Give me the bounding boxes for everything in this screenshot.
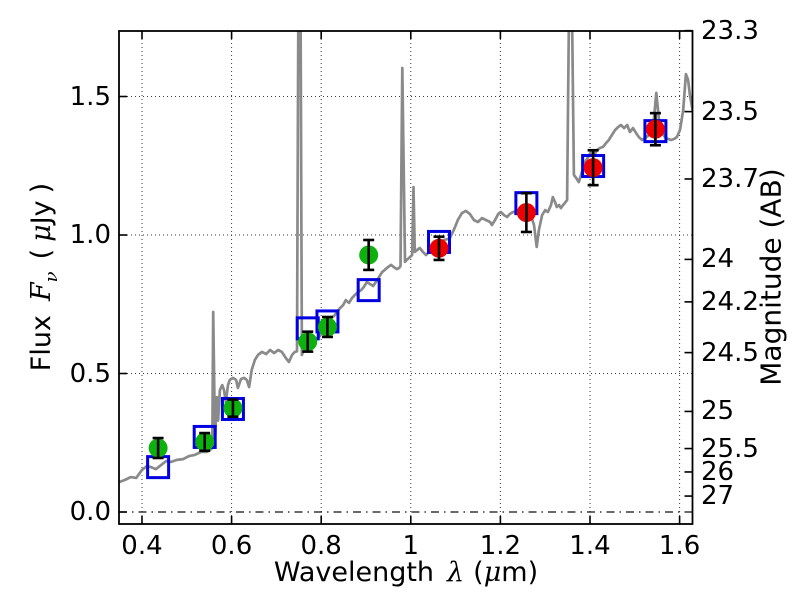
x-tick-label: 0.6 (210, 531, 253, 561)
x-tick-label: 1 (402, 531, 420, 561)
y-tick-label-right: 26 (701, 456, 735, 487)
y-tick-label-left: 0.0 (69, 497, 111, 527)
x-tick-label: 0.8 (300, 531, 342, 561)
x-axis-label: Wavelength λ (μm) (274, 557, 538, 588)
y-tick-label-left: 1.0 (69, 220, 111, 250)
x-axis-unit-open: ( (473, 557, 484, 588)
y-tick-label-right: 27 (701, 481, 735, 512)
x-tick-label: 1.6 (658, 531, 701, 561)
flux-symbol: F (26, 282, 57, 302)
x-tick-label: 1.2 (479, 531, 522, 561)
y-axis-unit-open: ( (26, 248, 57, 260)
axes-frame (118, 30, 694, 525)
y-tick-label-right: 25.5 (701, 433, 759, 464)
y-tick-label-right: 24 (701, 244, 735, 275)
x-axis-label-word: Wavelength (273, 557, 435, 588)
nu-subscript: ν (41, 271, 62, 283)
y-tick-label-left: 1.5 (69, 81, 111, 112)
y-tick-label-right: 24.5 (701, 337, 759, 368)
y-tick-label-left: 0.5 (69, 358, 111, 389)
model-photometry-square (356, 278, 381, 303)
mu-symbol: μ (483, 557, 502, 588)
y-tick-label-right: 25 (701, 396, 735, 427)
y-axis-unit-close: ) (26, 182, 57, 194)
y-tick-label-right: 24.2 (701, 286, 759, 317)
y-axis-label-magnitude: Magnitude (AB) (754, 168, 788, 386)
y-tick-label-right: 23.3 (701, 15, 759, 46)
y-tick-label-right: 23.5 (701, 96, 759, 127)
x-tick-label: 1.4 (569, 531, 611, 561)
y-axis-label-flux: FluxFν(μJy) (26, 183, 62, 371)
y-tick-label-right: 23.7 (701, 163, 759, 194)
x-axis-unit-rest: m) (501, 557, 539, 588)
x-tick-label: 0.4 (121, 531, 163, 561)
lambda-symbol: λ (447, 557, 465, 588)
model-spectrum-line (119, 31, 693, 484)
